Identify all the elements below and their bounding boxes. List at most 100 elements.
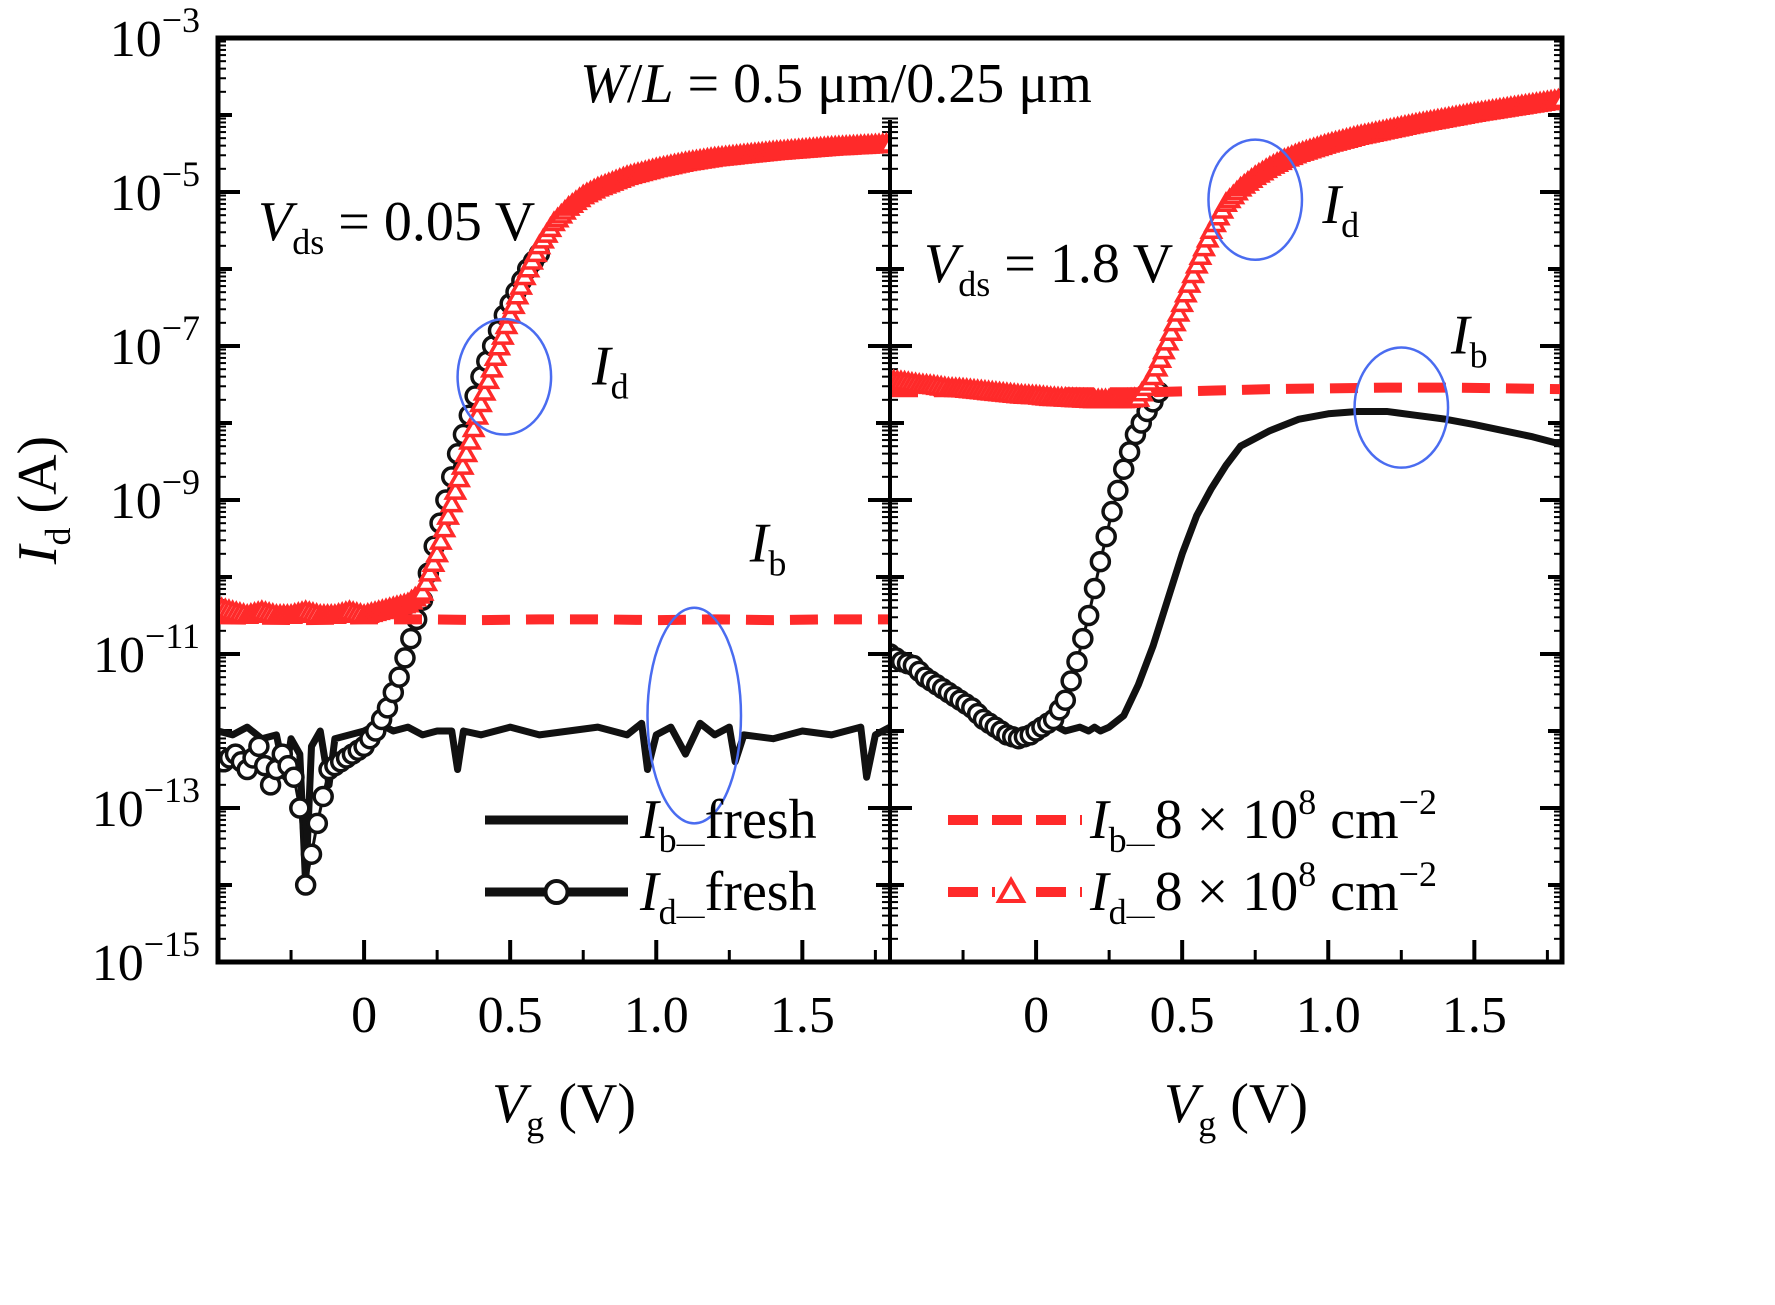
y-tick-label: 10−9 bbox=[110, 462, 200, 530]
callout-var: I bbox=[591, 336, 613, 398]
id-stress-point bbox=[468, 391, 493, 413]
legend-underscore: — bbox=[1126, 828, 1156, 859]
id-stress-point bbox=[461, 416, 486, 438]
callout-sub: b bbox=[1470, 336, 1488, 376]
x-axis-unit: (V) bbox=[1216, 1073, 1308, 1135]
legend-sup: 8 bbox=[1298, 854, 1316, 894]
legend-sub: b bbox=[1109, 820, 1127, 860]
y-tick-exponent: −3 bbox=[162, 0, 200, 40]
y-tick-base: 10 bbox=[110, 319, 162, 376]
x-tick-label: 0.5 bbox=[478, 987, 543, 1044]
y-tick-label: 10−7 bbox=[110, 308, 200, 376]
id-fresh-point bbox=[300, 843, 323, 865]
y-axis-sub: d bbox=[38, 528, 78, 546]
legend-var: I bbox=[639, 861, 661, 923]
y-tick-label: 10−15 bbox=[92, 924, 200, 992]
id-stress-point bbox=[439, 491, 464, 513]
id-fresh-point bbox=[1095, 525, 1117, 548]
y-axis-label: Id (A) bbox=[7, 436, 78, 565]
callout-ellipse bbox=[1353, 346, 1450, 469]
y-tick-base: 10 bbox=[92, 781, 144, 838]
legend-label: Ib—8 × 108 cm−2 bbox=[1089, 782, 1437, 860]
legend-unit: cm bbox=[1316, 861, 1398, 923]
y-tick-exponent: −13 bbox=[144, 770, 200, 810]
y-tick-exponent: −5 bbox=[162, 154, 200, 194]
id-stress-point bbox=[457, 428, 483, 450]
id-stress-point bbox=[1549, 90, 1560, 109]
vds-var: V bbox=[924, 233, 964, 295]
callout-var: I bbox=[1450, 305, 1472, 367]
id-stress-point bbox=[476, 368, 501, 390]
id-stress-point bbox=[454, 441, 479, 463]
id-stress-point bbox=[436, 503, 461, 525]
y-tick-exponent: −11 bbox=[145, 616, 200, 656]
id-stress-point bbox=[479, 356, 504, 378]
callout-label: Id bbox=[1321, 174, 1359, 245]
legend-text: 8 × 10 bbox=[1155, 789, 1299, 851]
callout-sub: b bbox=[768, 544, 786, 584]
id-stress-point bbox=[877, 135, 888, 153]
id-fresh-point bbox=[1083, 577, 1106, 600]
vds-value: = 1.8 V bbox=[990, 233, 1173, 295]
callout-sub: d bbox=[611, 367, 629, 407]
x-axis-sub: g bbox=[526, 1104, 544, 1144]
legend-text: 8 × 10 bbox=[1155, 861, 1299, 923]
id-stress-point bbox=[483, 345, 508, 367]
y-tick-exponent: −15 bbox=[144, 924, 200, 964]
y-tick-label: 10−3 bbox=[110, 0, 200, 68]
id-stress-point bbox=[425, 541, 450, 563]
id-fresh-point bbox=[312, 785, 334, 808]
id-fresh-point bbox=[1066, 650, 1088, 673]
id-fresh-point bbox=[248, 735, 270, 758]
id-stress-point bbox=[472, 379, 497, 401]
vds-value: = 0.05 V bbox=[324, 191, 535, 253]
ib-fresh-line bbox=[1049, 407, 1560, 735]
x-tick-label: 1.0 bbox=[1296, 987, 1361, 1044]
legend-label: Id—fresh bbox=[639, 861, 817, 932]
legend-unit-sup: −2 bbox=[1399, 782, 1437, 822]
y-tick-label: 10−11 bbox=[93, 616, 200, 684]
x-axis-var: V bbox=[492, 1073, 532, 1135]
id-stress-point bbox=[487, 334, 512, 356]
legend-underscore: — bbox=[676, 900, 706, 931]
id-stress-point bbox=[490, 323, 515, 345]
legend-underscore: — bbox=[676, 828, 706, 859]
x-axis-var: V bbox=[1164, 1073, 1204, 1135]
legend-triangle-marker bbox=[995, 875, 1027, 903]
y-tick-base: 10 bbox=[92, 935, 144, 992]
callout-label: Ib bbox=[1450, 305, 1488, 376]
y-tick-label: 10−5 bbox=[110, 154, 200, 222]
id-fresh-point bbox=[1118, 441, 1141, 463]
legend-sub: b bbox=[659, 820, 677, 860]
callout-label: Id bbox=[591, 336, 629, 407]
legend-var: I bbox=[639, 789, 661, 851]
x-axis-label: Vg (V) bbox=[492, 1073, 636, 1144]
y-tick-base: 10 bbox=[110, 165, 162, 222]
id-stress-point bbox=[428, 528, 453, 550]
panel-data bbox=[892, 87, 1560, 750]
id-fresh-point bbox=[1112, 458, 1135, 480]
ratio-w: W bbox=[580, 53, 631, 115]
vds-var: V bbox=[258, 191, 298, 253]
id-stress-point bbox=[432, 516, 457, 538]
callout-label: Ib bbox=[749, 513, 787, 584]
panel-data bbox=[220, 131, 888, 896]
vds-sub: ds bbox=[292, 222, 324, 262]
vds-sub: ds bbox=[958, 264, 990, 304]
id-stress-point bbox=[494, 313, 519, 335]
id-fresh-point bbox=[1101, 500, 1123, 523]
x-tick-label: 0 bbox=[1023, 987, 1049, 1044]
id-fresh-point bbox=[400, 627, 422, 650]
x-tick-label: 1.0 bbox=[624, 987, 689, 1044]
id-stress-point bbox=[450, 453, 475, 475]
x-tick-label: 0.5 bbox=[1150, 987, 1215, 1044]
id-fresh-point bbox=[1072, 627, 1094, 650]
callout-ellipse bbox=[1207, 138, 1304, 262]
ratio-l: L bbox=[641, 53, 673, 115]
legend-sub: d bbox=[1109, 892, 1127, 932]
y-axis-unit: (A) bbox=[7, 436, 69, 528]
